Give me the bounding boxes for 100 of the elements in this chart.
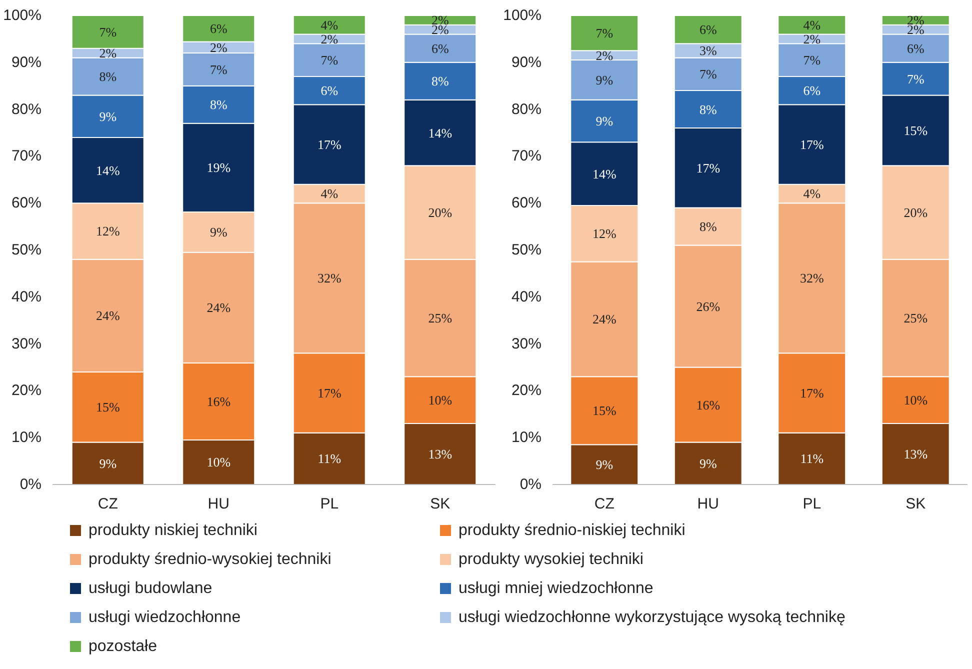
y-tick-label: 20% [11,382,42,400]
y-tick-label: 90% [511,54,542,71]
data-label: 24% [592,312,616,327]
data-label: 14% [428,125,452,140]
data-label: 17% [317,386,342,401]
y-tick-label: 60% [511,194,542,212]
data-label: 14% [96,162,120,178]
data-label: 6% [906,40,924,56]
data-label: 9% [699,456,717,471]
data-label: 20% [428,204,452,220]
data-label: 8% [431,74,449,89]
x-tick-label: PL [320,496,339,512]
data-label: 6% [320,83,338,98]
data-label: 10% [206,454,231,470]
data-label: 17% [800,386,824,401]
data-label: 17% [317,136,342,152]
data-label: 8% [699,219,717,234]
data-label: 8% [210,97,228,112]
y-tick-label: 90% [11,54,42,71]
data-label: 32% [317,270,342,286]
data-label: 19% [206,160,231,176]
data-label: 11% [800,451,824,466]
x-tick-label: CZ [594,496,614,512]
data-label: 7% [803,52,821,68]
data-label: 15% [904,122,928,138]
x-tick-label: SK [906,496,926,512]
data-label: 12% [592,226,616,242]
data-label: 15% [96,400,120,415]
x-tick-label: PL [802,496,822,512]
y-tick-label: 20% [511,382,542,400]
legend-label: usługi wiedzochłonne wykorzystujące wysoką technikę [458,609,846,626]
y-tick-label: 40% [511,288,542,306]
data-label: 26% [696,298,720,314]
data-label: 2% [803,31,821,46]
data-label: 10% [904,392,928,408]
legend-label: usługi wiedzochłonne [88,609,241,626]
x-tick-label: HU [697,496,719,512]
data-label: 10% [428,392,452,408]
data-label: 17% [800,136,824,152]
data-label: 2% [210,40,228,55]
data-label: 2% [320,31,338,46]
data-label: 7% [596,26,614,41]
data-label: 16% [696,397,720,412]
y-tick-label: 0% [520,476,542,493]
y-tick-label: 30% [511,335,542,352]
data-label: 4% [803,186,821,202]
data-label: 9% [596,457,614,472]
data-label: 9% [99,456,117,471]
y-tick-label: 30% [11,335,42,352]
y-tick-label: 100% [3,7,42,24]
data-label: 25% [904,310,928,326]
data-label: 12% [96,224,120,239]
data-label: 24% [96,308,120,324]
legend-label: produkty niskiej techniki [88,522,258,539]
data-label: 7% [99,24,117,40]
x-tick-label: HU [208,496,230,512]
data-label: 24% [206,300,231,316]
data-label: 9% [596,114,614,129]
data-label: 8% [699,102,717,117]
y-tick-label: 10% [511,429,542,446]
data-label: 13% [428,446,452,462]
data-label: 7% [906,71,924,86]
data-label: 9% [596,72,614,88]
x-tick-label: CZ [98,496,118,512]
y-tick-label: 80% [11,100,42,118]
data-label: 8% [99,68,117,84]
data-label: 6% [803,83,821,98]
y-tick-label: 100% [503,7,542,24]
data-label: 6% [431,40,449,56]
data-label: 25% [428,310,452,326]
y-tick-label: 0% [20,476,42,493]
legend-label: usługi mniej wiedzochłonne [458,580,654,597]
data-label: 6% [699,22,717,38]
y-tick-label: 70% [511,148,542,165]
data-label: 9% [210,224,228,240]
y-tick-label: 80% [511,100,542,118]
data-label: 15% [592,403,616,418]
data-label: 7% [699,66,717,82]
y-tick-label: 70% [11,148,42,165]
data-label: 7% [320,52,338,68]
data-label: 11% [318,451,342,466]
x-tick-label: SK [430,496,450,512]
data-label: 13% [904,446,928,462]
data-label: 3% [699,43,717,58]
data-label: 9% [99,108,117,124]
data-label: 16% [206,394,231,409]
legend-label: produkty wysokiej techniki [458,551,644,568]
data-label: 17% [696,160,720,176]
data-label: 4% [320,17,338,32]
data-label: 2% [596,48,614,63]
data-label: 14% [592,166,616,182]
data-label: 32% [800,270,824,286]
legend-label: pozostałe [88,638,158,655]
legend-label: produkty średnio-wysokiej techniki [88,551,332,568]
data-label: 20% [904,204,928,220]
data-label: 4% [320,186,338,202]
legend-label: produkty średnio-niskiej techniki [458,522,686,539]
y-tick-label: 10% [11,429,42,446]
data-label: 7% [210,62,228,77]
y-tick-label: 60% [11,194,42,212]
